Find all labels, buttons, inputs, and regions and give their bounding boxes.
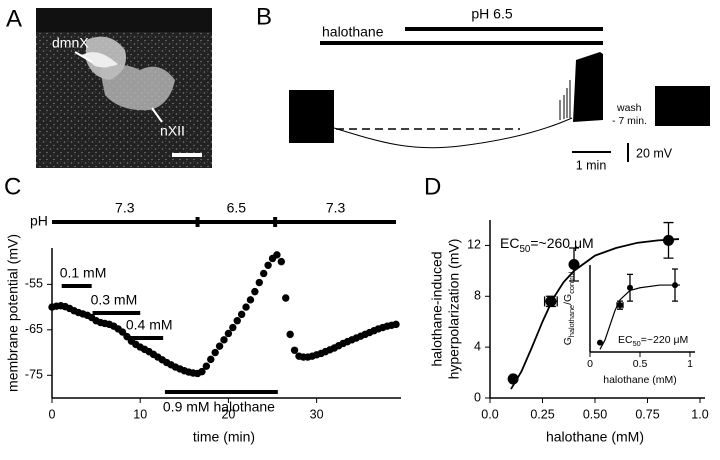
- data-point: [597, 339, 603, 346]
- data-point: [277, 257, 286, 266]
- annotation-part: 50: [633, 339, 641, 348]
- panel-label: C: [4, 173, 21, 200]
- data-point: [242, 303, 250, 311]
- fit-curve: [510, 238, 680, 390]
- annotation-part: =~220 μM: [641, 334, 689, 346]
- y-tick-label: 12: [467, 238, 481, 252]
- application-label: 0.3 mM: [91, 292, 138, 308]
- x-axis-label: time (min): [193, 429, 255, 445]
- trace-panel: pH 6.5 halothane wash - 7 min. 1 min 20 …: [289, 6, 710, 172]
- annotation: EC50=~260 μM: [500, 235, 594, 255]
- data-point: [246, 296, 255, 304]
- data-point: [259, 269, 268, 278]
- ph-segment-label: 7.3: [115, 200, 135, 216]
- annotation-part: 50: [519, 244, 530, 255]
- data-point: [220, 336, 228, 344]
- scale-label: 1 min: [576, 158, 607, 172]
- scale-label: 20 mV: [636, 146, 673, 160]
- x-tick-label: 1: [687, 358, 693, 370]
- y-axis-label-part: G: [562, 337, 574, 345]
- x-tick-label: 0: [49, 407, 56, 421]
- y-tick-label: -65: [25, 322, 43, 336]
- data-point: [672, 282, 678, 289]
- x-tick-label: 20: [221, 407, 235, 421]
- x-axis-label: halothane (mM): [546, 429, 644, 445]
- bar-label: halothane: [322, 24, 384, 40]
- x-axis-label: halothane (mM): [603, 374, 677, 386]
- y-axis-label: halothane-induced: [429, 251, 445, 366]
- data-point: [392, 320, 400, 329]
- data-point: [229, 323, 237, 332]
- y-tick-label: -75: [25, 368, 43, 382]
- x-tick-label: 0.75: [635, 407, 659, 421]
- ph-segment-label: 7.3: [326, 200, 346, 216]
- data-point: [207, 355, 215, 364]
- data-point: [617, 302, 623, 309]
- wash-label: - 7 min.: [612, 115, 647, 127]
- y-axis-label: hyperpolarization (mV): [446, 239, 462, 380]
- y-axis-label-part: control: [567, 271, 576, 293]
- fit-curve: [599, 284, 680, 350]
- y-axis-label-part: /G: [562, 294, 574, 305]
- plot: 0 10 20 30 -55 -65 -75 time (min) membrane poten…: [5, 200, 401, 445]
- annotation-part: =~260 μM: [530, 235, 593, 251]
- ph-boundary: [273, 217, 278, 227]
- data-point: [211, 348, 219, 357]
- data-point: [237, 310, 246, 319]
- y-tick-label: -55: [25, 277, 43, 291]
- data-point: [286, 330, 294, 339]
- data-point: [282, 294, 290, 302]
- plot: 0 0.5 1 halothane (mM) Ghalothane/Gcontrol EC…: [562, 265, 695, 386]
- data-point: [251, 287, 259, 296]
- ph-segment-label: 6.5: [227, 200, 247, 216]
- data-point: [507, 373, 519, 385]
- data-point: [273, 251, 281, 259]
- micrograph: dmnX nXII: [36, 8, 212, 168]
- ph-label: pH: [30, 213, 48, 229]
- x-tick-label: 0: [587, 358, 593, 370]
- data-point: [118, 328, 127, 336]
- data-point: [545, 295, 557, 307]
- application-label: 0.1 mM: [60, 265, 107, 281]
- y-axis-label: Ghalothane/Gcontrol: [562, 271, 577, 345]
- region-label: dmnX: [52, 35, 89, 51]
- panel-label: D: [424, 173, 441, 200]
- data-point: [568, 259, 580, 270]
- application-label: 0.4 mM: [126, 317, 173, 333]
- region-label: nXII: [160, 123, 185, 139]
- application-label: 0.9 mM halothane: [163, 399, 275, 415]
- annotation-part: EC: [500, 235, 519, 251]
- x-tick-label: 1.0: [691, 407, 708, 421]
- x-tick-label: 10: [133, 407, 147, 421]
- bar-label: pH 6.5: [471, 6, 512, 22]
- panel-label: B: [256, 3, 272, 30]
- data-point: [198, 367, 206, 376]
- annotation: EC50=~220 μM: [618, 334, 688, 349]
- annotation-part: EC: [618, 334, 633, 346]
- data-point: [663, 234, 674, 246]
- data-point: [215, 342, 224, 350]
- y-tick-label: 0: [474, 390, 481, 404]
- y-tick-label: 8: [474, 289, 481, 303]
- x-tick-label: 0.25: [530, 407, 554, 421]
- x-tick-label: 30: [310, 407, 324, 421]
- x-tick-label: 0.0: [481, 407, 498, 421]
- data-point: [290, 346, 299, 354]
- x-tick-label: 0.50: [583, 407, 607, 421]
- y-tick-label: 4: [474, 339, 481, 353]
- y-axis-label-part: halothane: [567, 305, 576, 337]
- y-axis-label: membrane potential (mV): [5, 234, 21, 392]
- data-point: [264, 261, 272, 269]
- data-point: [224, 329, 233, 338]
- ph-boundary: [195, 217, 200, 227]
- data-point: [233, 317, 241, 325]
- data-point: [202, 362, 211, 370]
- data-point: [255, 278, 263, 287]
- data-point: [627, 284, 633, 291]
- x-tick-label: 0.5: [633, 358, 648, 370]
- wash-label: wash: [616, 102, 642, 114]
- panel-label: A: [6, 5, 22, 32]
